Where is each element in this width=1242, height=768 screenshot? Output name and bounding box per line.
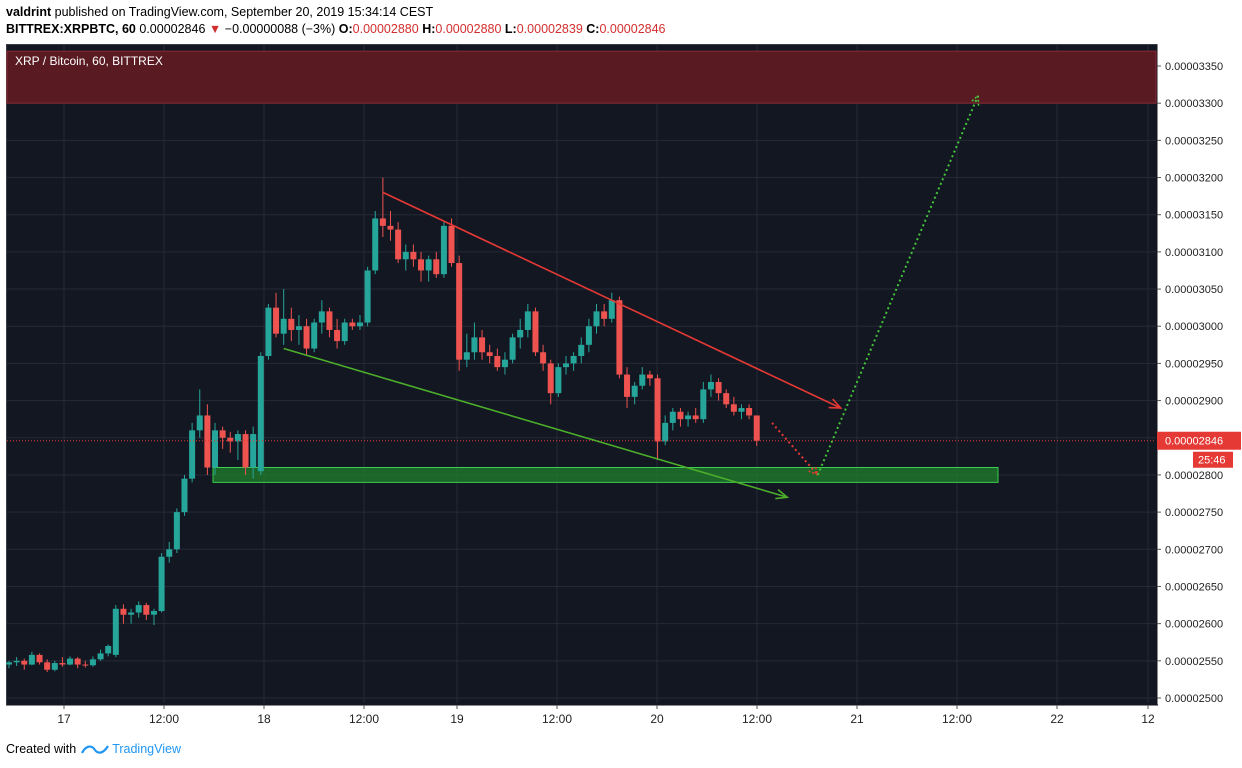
close-value: 0.00002846 bbox=[599, 22, 666, 36]
symbol-interval: BITTREX:XRPBTC, 60 bbox=[6, 22, 136, 36]
open-label: O: bbox=[338, 22, 353, 36]
footer: Created with TradingView bbox=[6, 742, 181, 756]
close-label: C: bbox=[586, 22, 600, 36]
low-label: L: bbox=[504, 22, 517, 36]
high-label: H: bbox=[422, 22, 436, 36]
tradingview-logo-icon bbox=[81, 745, 110, 754]
publish-line: valdrint published on TradingView.com, S… bbox=[6, 4, 666, 21]
price-axis[interactable] bbox=[1157, 44, 1242, 704]
chart-title: XRP / Bitcoin, 60, BITTREX bbox=[15, 54, 163, 68]
time-axis[interactable] bbox=[6, 705, 1158, 734]
created-with-text: Created with bbox=[6, 742, 77, 756]
open-value: 0.00002880 bbox=[352, 22, 419, 36]
high-value: 0.00002880 bbox=[435, 22, 502, 36]
published-text: published on TradingView.com, September … bbox=[54, 5, 434, 19]
tradingview-brand[interactable]: TradingView bbox=[112, 742, 181, 756]
down-arrow-icon: ▼ bbox=[208, 22, 222, 36]
ohlc-line: BITTREX:XRPBTC, 60 0.00002846 ▼ −0.00000… bbox=[6, 21, 666, 38]
last-price: 0.00002846 bbox=[139, 22, 206, 36]
low-value: 0.00002839 bbox=[516, 22, 583, 36]
price-change: −0.00000088 (−3%) bbox=[224, 22, 336, 36]
publish-header: valdrint published on TradingView.com, S… bbox=[6, 4, 666, 38]
chart-area[interactable] bbox=[6, 44, 1158, 706]
author-name[interactable]: valdrint bbox=[6, 5, 52, 19]
